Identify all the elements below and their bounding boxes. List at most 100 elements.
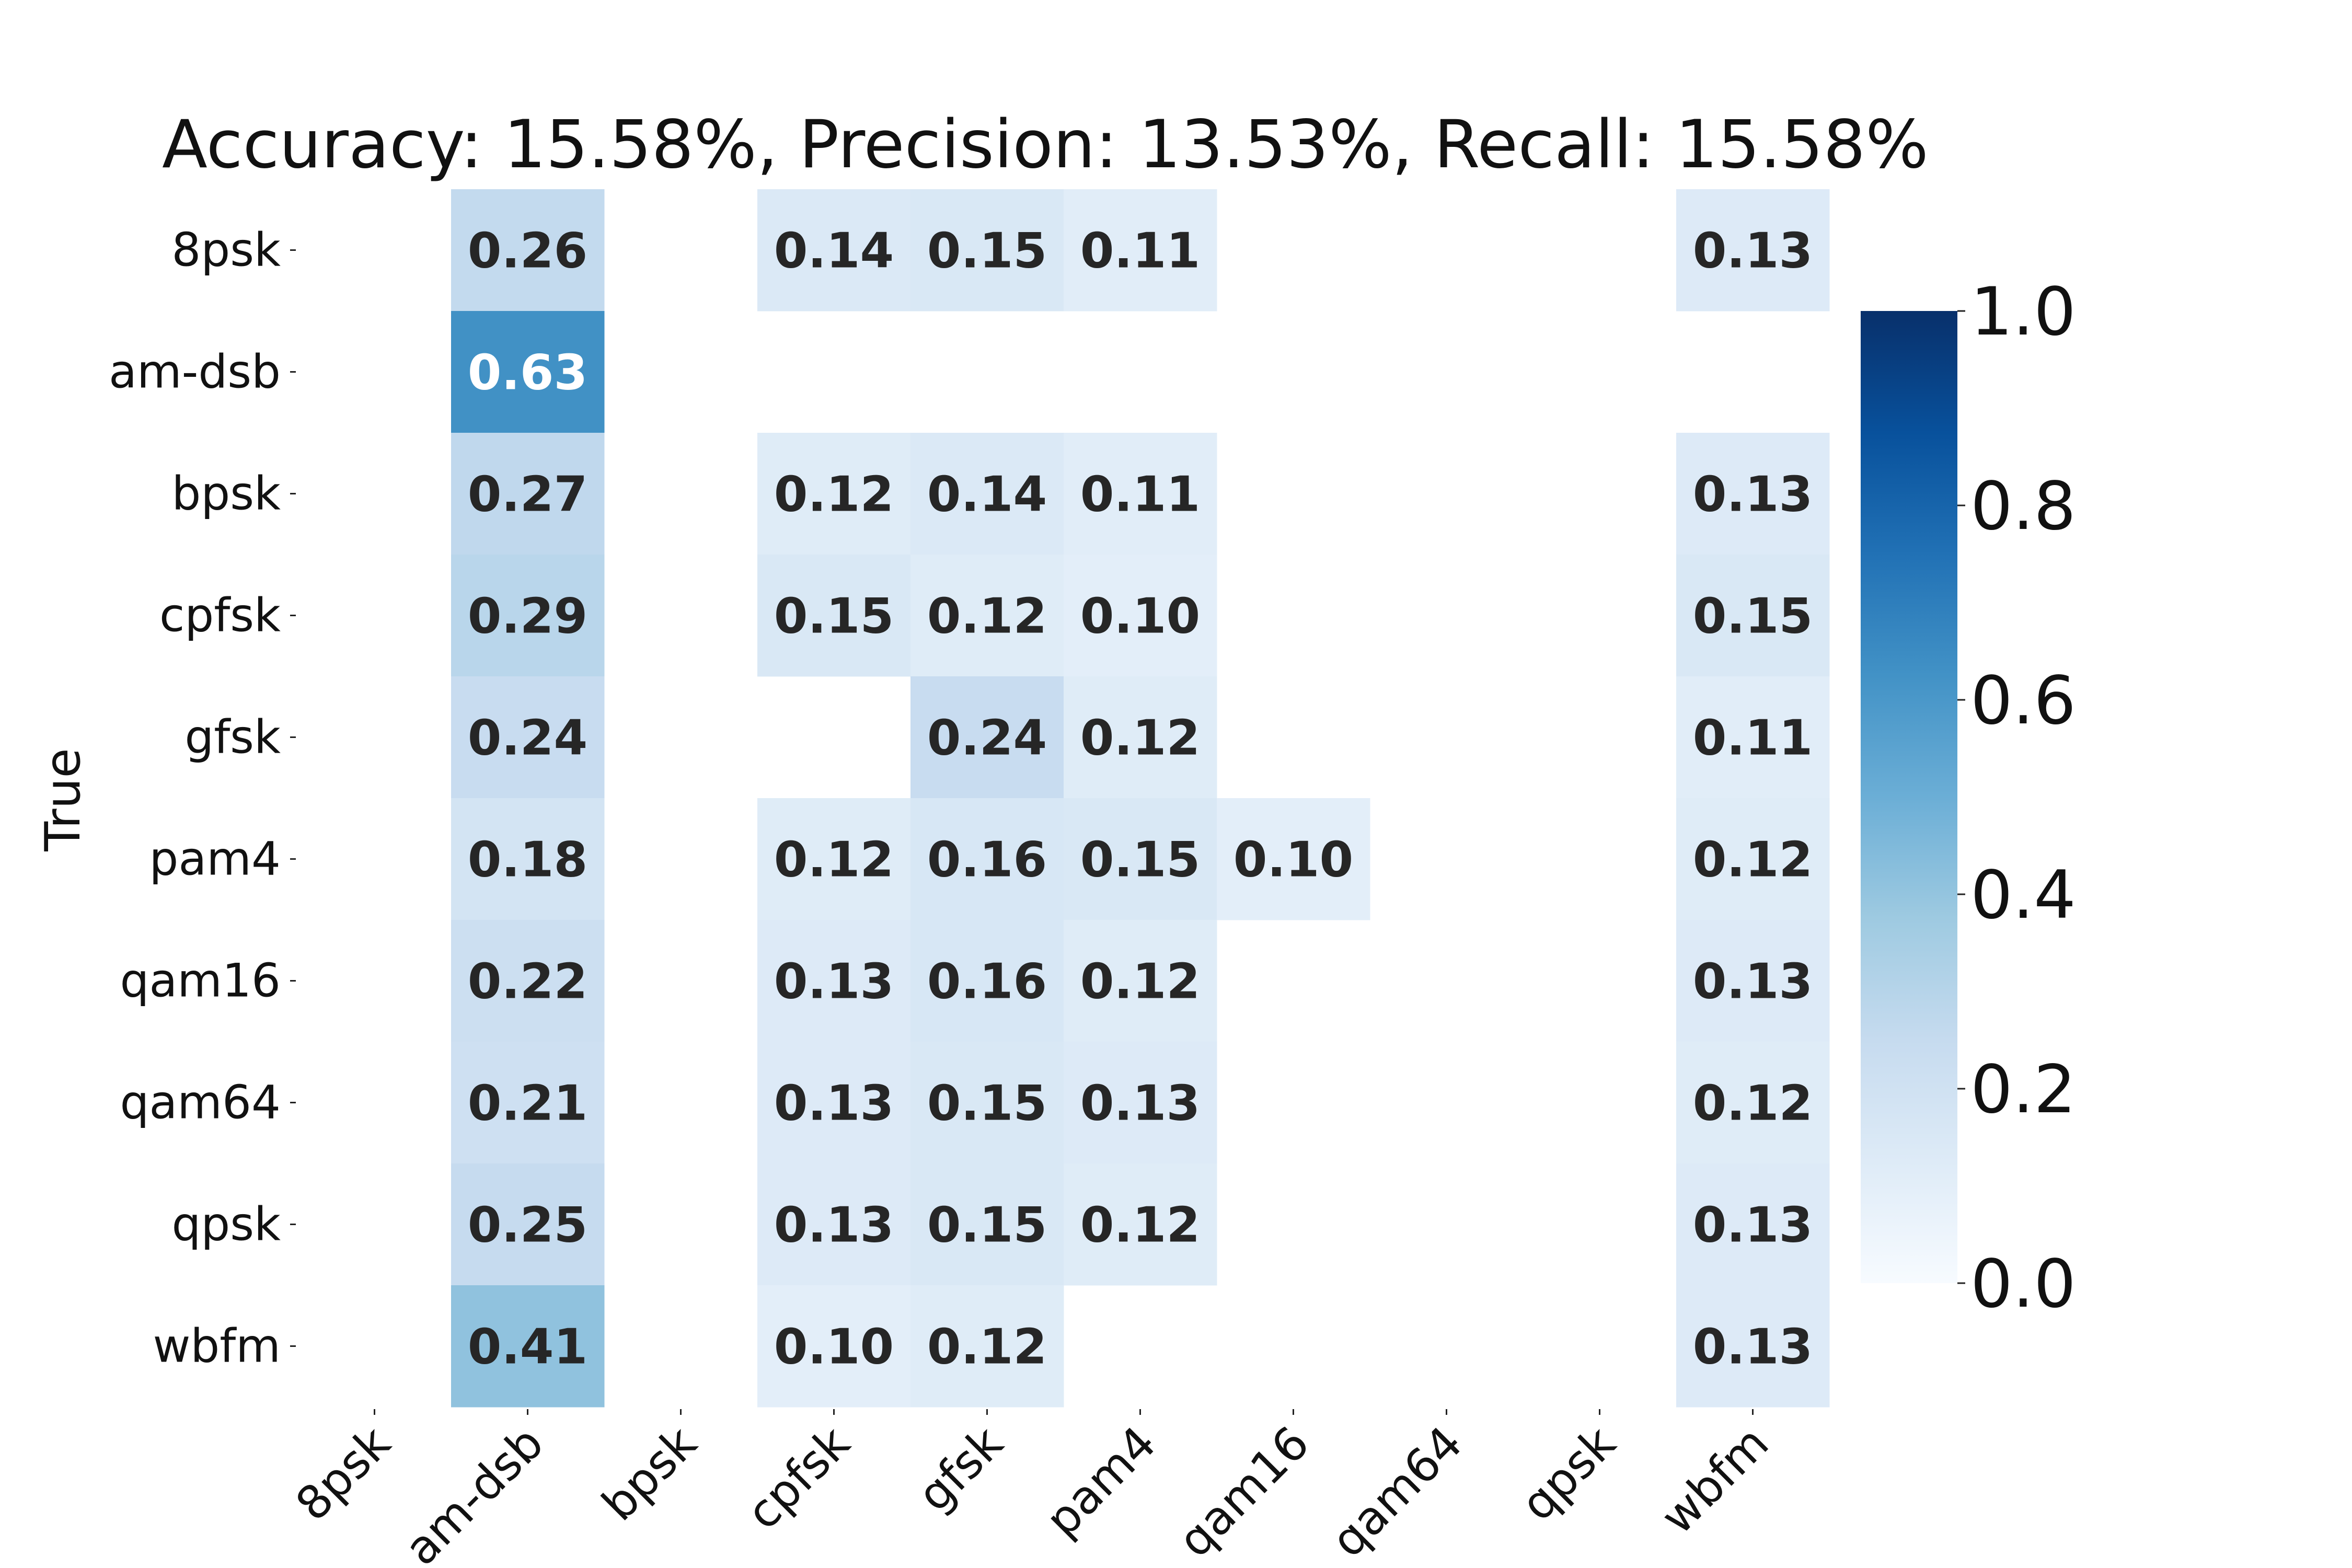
cell-qam64-wbfm <box>1676 1042 1830 1164</box>
y-tick-label: 8psk <box>171 223 281 277</box>
cell-qam64-gfsk <box>910 1042 1064 1164</box>
cell-bpsk-cpfsk <box>757 433 911 555</box>
cell-value-label: 0.12 <box>927 588 1047 644</box>
y-axis-label: True <box>34 748 91 852</box>
cell-value-label: 0.13 <box>774 953 894 1010</box>
cell-wbfm-cpfsk <box>757 1285 911 1408</box>
heatmap-cells <box>451 189 1830 1408</box>
x-tick-label: qam16 <box>1168 1416 1319 1567</box>
cell-pam4-qam16 <box>1217 798 1370 920</box>
y-tick-label: cpfsk <box>159 589 281 642</box>
cell-value-label: 0.13 <box>1693 1197 1813 1253</box>
cell-qam16-pam4 <box>1064 920 1217 1042</box>
cell-value-label: 0.13 <box>1693 223 1813 279</box>
cell-pam4-wbfm <box>1676 798 1830 920</box>
cell-value-label: 0.12 <box>1693 1075 1813 1132</box>
cell-gfsk-pam4 <box>1064 676 1217 799</box>
cell-gfsk-gfsk <box>910 676 1064 799</box>
cell-qam16-gfsk <box>910 920 1064 1042</box>
x-tick-label: qam64 <box>1321 1416 1472 1567</box>
cell-qam64-am-dsb <box>451 1042 605 1164</box>
cell-pam4-pam4 <box>1064 798 1217 920</box>
cell-value-label: 0.16 <box>927 953 1047 1010</box>
cell-am-dsb-am-dsb <box>451 311 605 433</box>
cell-gfsk-am-dsb <box>451 676 605 799</box>
chart-title: Accuracy: 15.58%, Precision: 13.53%, Rec… <box>162 106 1929 183</box>
y-tick-label: bpsk <box>171 467 281 521</box>
cell-value-label: 0.15 <box>1693 588 1813 644</box>
colorbar-ticks: 0.0 0.2 0.4 0.6 0.8 1.0 <box>1957 273 2076 1322</box>
cell-cpfsk-wbfm <box>1676 555 1830 677</box>
cell-cpfsk-pam4 <box>1064 555 1217 677</box>
cell-qpsk-wbfm <box>1676 1163 1830 1286</box>
cell-value-label: 0.63 <box>468 344 587 401</box>
cell-qpsk-gfsk <box>910 1163 1064 1286</box>
cell-value-label: 0.14 <box>927 466 1047 523</box>
cell-8psk-wbfm <box>1676 189 1830 312</box>
x-tick-label: cpfsk <box>736 1416 860 1540</box>
cell-value-label: 0.26 <box>468 223 587 279</box>
y-tick-label: qam16 <box>120 954 281 1008</box>
cell-cpfsk-gfsk <box>910 555 1064 677</box>
cell-value-label: 0.14 <box>774 223 894 279</box>
cell-value-label: 0.12 <box>1080 1197 1200 1253</box>
cell-value-label: 0.12 <box>1080 953 1200 1010</box>
cell-value-label: 0.11 <box>1693 710 1813 766</box>
cell-value-label: 0.12 <box>927 1319 1047 1375</box>
cell-value-label: 0.29 <box>468 588 587 644</box>
cell-qpsk-am-dsb <box>451 1163 605 1286</box>
cell-8psk-cpfsk <box>757 189 911 312</box>
cell-pam4-gfsk <box>910 798 1064 920</box>
cell-pam4-am-dsb <box>451 798 605 920</box>
cell-cpfsk-cpfsk <box>757 555 911 677</box>
cell-value-label: 0.13 <box>1080 1075 1200 1132</box>
colorbar-tick-label: 0.0 <box>1970 1245 2076 1322</box>
y-tick-label: qpsk <box>171 1197 281 1251</box>
cell-value-label: 0.12 <box>1080 710 1200 766</box>
cell-value-label: 0.24 <box>927 710 1047 766</box>
colorbar-tick-label: 0.4 <box>1970 856 2076 933</box>
cell-value-label: 0.10 <box>1233 832 1353 888</box>
cell-value-label: 0.12 <box>774 466 894 523</box>
cell-value-label: 0.21 <box>468 1075 587 1132</box>
x-tick-label: bpsk <box>592 1416 707 1531</box>
cell-qam16-am-dsb <box>451 920 605 1042</box>
x-tick-label: wbfm <box>1651 1416 1779 1544</box>
cell-value-label: 0.11 <box>1080 466 1200 523</box>
cell-value-label: 0.13 <box>1693 466 1813 523</box>
cell-bpsk-gfsk <box>910 433 1064 555</box>
cell-8psk-pam4 <box>1064 189 1217 312</box>
cell-value-label: 0.27 <box>468 466 587 523</box>
x-tick-label: am-dsb <box>394 1416 554 1568</box>
cell-value-label: 0.13 <box>1693 953 1813 1010</box>
cell-value-label: 0.25 <box>468 1197 587 1253</box>
cell-bpsk-pam4 <box>1064 433 1217 555</box>
cell-value-label: 0.11 <box>1080 223 1200 279</box>
cell-value-label: 0.12 <box>774 832 894 888</box>
x-tick-label: gfsk <box>907 1416 1013 1522</box>
cell-wbfm-gfsk <box>910 1285 1064 1408</box>
cell-value-label: 0.15 <box>927 223 1047 279</box>
cell-value-label: 0.22 <box>468 953 587 1010</box>
colorbar <box>1861 311 1957 1283</box>
cell-value-label: 0.24 <box>468 710 587 766</box>
cell-wbfm-wbfm <box>1676 1285 1830 1408</box>
cell-value-label: 0.15 <box>927 1075 1047 1132</box>
colorbar-tick-label: 1.0 <box>1970 273 2076 350</box>
cell-value-label: 0.15 <box>1080 832 1200 888</box>
y-tick-label: qam64 <box>120 1076 281 1129</box>
cell-qam16-cpfsk <box>757 920 911 1042</box>
cell-value-label: 0.13 <box>774 1197 894 1253</box>
cell-8psk-gfsk <box>910 189 1064 312</box>
y-tick-label: gfsk <box>185 710 281 764</box>
cell-8psk-am-dsb <box>451 189 605 312</box>
cell-qpsk-cpfsk <box>757 1163 911 1286</box>
cell-value-label: 0.12 <box>1693 832 1813 888</box>
y-tick-label: wbfm <box>153 1319 281 1373</box>
cell-qpsk-pam4 <box>1064 1163 1217 1286</box>
y-tick-label: am-dsb <box>109 345 281 399</box>
cell-qam64-pam4 <box>1064 1042 1217 1164</box>
cell-qam64-cpfsk <box>757 1042 911 1164</box>
